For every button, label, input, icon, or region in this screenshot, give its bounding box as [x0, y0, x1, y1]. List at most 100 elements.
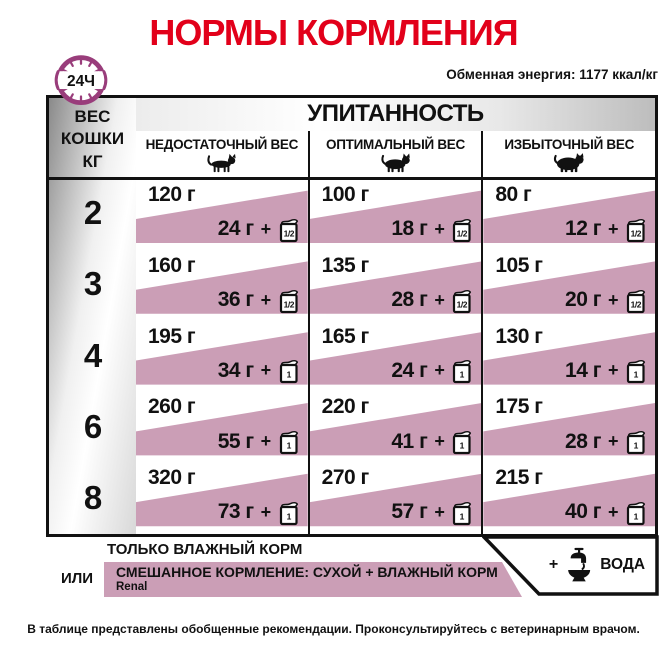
- feeding-cell: 175 г 28 г + 1: [481, 392, 656, 464]
- water-box-outline: [482, 535, 659, 596]
- wet-only-amount: 260 г: [148, 395, 196, 419]
- wet-pouch-icon: 1: [453, 501, 472, 526]
- plus-sign: +: [260, 431, 272, 452]
- weight-value: 8: [83, 479, 102, 517]
- wet-only-amount: 120 г: [148, 183, 196, 206]
- plus-sign: +: [608, 501, 619, 522]
- mixed-feeding-amount: 40 г + 1: [565, 499, 647, 526]
- wet-pouch-icon: 1/2: [453, 218, 472, 242]
- mixed-feeding-amount: 73 г + 1: [218, 499, 300, 526]
- mixed-dry-amount: 24 г: [391, 358, 428, 382]
- wet-pouch-icon: 1: [453, 431, 472, 455]
- 24h-stopwatch-icon: 24Ч: [51, 55, 111, 105]
- wet-pouch-icon: 1: [279, 431, 298, 455]
- wet-only-amount: 100 г: [321, 183, 370, 206]
- table-row: 120 г 24 г + 1/2 100 г: [136, 180, 656, 251]
- feeding-cell: 165 г 24 г + 1: [307, 321, 482, 393]
- weight-value: 4: [83, 336, 102, 374]
- wet-pouch-icon: 1: [279, 501, 298, 526]
- weight-column-header: ВЕС КОШКИ КГ: [60, 107, 125, 171]
- wet-only-amount: 165 г: [321, 324, 370, 348]
- mixed-feeding-amount: 55 г + 1: [218, 428, 300, 455]
- feeding-cell: 220 г 41 г + 1: [307, 392, 482, 464]
- mixed-dry-amount: 40 г: [565, 500, 601, 524]
- plus-sign: +: [260, 218, 272, 239]
- plus-sign: +: [434, 431, 445, 452]
- legend-product-name: Renal: [116, 580, 148, 593]
- wet-pouch-icon: 1/2: [279, 289, 298, 313]
- feeding-cell: 320 г 73 г + 1: [136, 463, 308, 534]
- water-content: + ВОДА: [538, 539, 656, 591]
- mixed-dry-amount: 28 г: [391, 288, 428, 312]
- plus-sign: +: [434, 218, 445, 239]
- weight-value: 2: [83, 193, 102, 231]
- mixed-feeding-amount: 24 г + 1/2: [218, 216, 300, 243]
- feeding-grid: 120 г 24 г + 1/2 100 г: [136, 180, 656, 534]
- wet-pouch-icon: 1/2: [453, 289, 472, 313]
- clock-label: 24Ч: [67, 73, 95, 90]
- svg-text:1: 1: [634, 441, 639, 451]
- wet-pouch-icon: 1: [626, 360, 646, 384]
- mixed-feeding-amount: 12 г + 1/2: [565, 216, 647, 243]
- plus-sign: +: [608, 218, 619, 239]
- svg-text:1/2: 1/2: [457, 299, 468, 309]
- condition-header: УПИТАННОСТЬ: [136, 98, 655, 131]
- wet-pouch-icon: 1/2: [626, 218, 646, 242]
- svg-text:1: 1: [286, 370, 291, 380]
- legend-or-label: ИЛИ: [61, 570, 94, 587]
- svg-text:1: 1: [460, 441, 465, 451]
- thin-cat-icon: [207, 153, 236, 173]
- wet-only-amount: 195 г: [148, 324, 196, 348]
- mixed-dry-amount: 14 г: [565, 358, 601, 382]
- svg-text:1: 1: [286, 511, 291, 521]
- mixed-dry-amount: 41 г: [391, 429, 428, 453]
- plus-sign: +: [434, 360, 445, 381]
- wet-only-amount: 160 г: [148, 253, 196, 277]
- mixed-dry-amount: 57 г: [391, 500, 428, 524]
- feeding-cell: 260 г 55 г + 1: [136, 392, 308, 463]
- svg-text:1: 1: [460, 511, 465, 521]
- weight-value: 3: [83, 265, 102, 303]
- mixed-feeding-amount: 36 г + 1/2: [218, 287, 300, 314]
- table-row: 160 г 36 г + 1/2 135 г: [136, 250, 656, 322]
- svg-text:1: 1: [286, 441, 291, 451]
- wet-only-amount: 215 г: [495, 466, 543, 490]
- feeding-cell: 160 г 36 г + 1/2: [136, 251, 308, 322]
- plus-sign: +: [548, 556, 559, 573]
- mixed-feeding-amount: 18 г + 1/2: [391, 216, 473, 243]
- wet-pouch-icon: 1: [626, 501, 646, 526]
- water-label: ВОДА: [600, 556, 646, 573]
- feeding-cell: 270 г 57 г + 1: [307, 463, 482, 534]
- mixed-dry-amount: 36 г: [217, 288, 254, 312]
- weight-column: ВЕС КОШКИ КГ 2 3 4 6 8: [49, 98, 136, 534]
- mixed-feeding-amount: 14 г + 1: [565, 357, 647, 384]
- svg-text:1/2: 1/2: [457, 228, 468, 238]
- wet-pouch-icon: 1: [453, 360, 472, 384]
- feeding-cell: 120 г 24 г + 1/2: [136, 180, 308, 251]
- column-overweight: ИЗБЫТОЧНЫЙ ВЕС: [481, 131, 655, 177]
- water-callout: + ВОДА: [482, 535, 660, 597]
- wet-pouch-icon: 1/2: [626, 289, 646, 313]
- plus-sign: +: [260, 289, 272, 310]
- mixed-dry-amount: 73 г: [217, 500, 254, 524]
- page-title: НОРМЫ КОРМЛЕНИЯ: [149, 12, 518, 53]
- column-label: ИЗБЫТОЧНЫЙ ВЕС: [504, 137, 635, 152]
- disclaimer-note: В таблице представлены обобщенные рекоме…: [27, 622, 640, 636]
- feeding-cell: 215 г 40 г + 1: [481, 463, 656, 534]
- mixed-feeding-amount: 34 г + 1: [218, 357, 300, 384]
- table-row: 260 г 55 г + 1 220 г 4: [136, 392, 656, 464]
- normal-cat-icon: [380, 153, 410, 173]
- header-divider: [49, 177, 655, 180]
- wet-only-amount: 270 г: [321, 466, 370, 490]
- fat-cat-icon: [554, 153, 584, 173]
- mixed-feeding-amount: 20 г + 1/2: [565, 287, 647, 314]
- condition-columns: НЕДОСТАТОЧНЫЙ ВЕС ОПТИМАЛЬНЫЙ ВЕС: [136, 131, 655, 177]
- wet-only-amount: 105 г: [495, 253, 543, 277]
- svg-text:1: 1: [460, 370, 465, 380]
- svg-text:1: 1: [634, 511, 639, 521]
- plus-sign: +: [608, 431, 619, 452]
- feeding-cell: 195 г 34 г + 1: [136, 322, 308, 393]
- column-optimal: ОПТИМАЛЬНЫЙ ВЕС: [307, 131, 482, 177]
- plus-sign: +: [434, 289, 445, 310]
